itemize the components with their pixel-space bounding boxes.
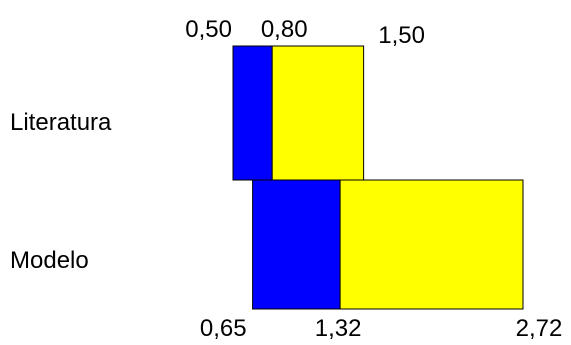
bar-segment-literatura-2	[272, 46, 363, 180]
category-label-literatura: Literatura	[10, 109, 112, 136]
bar-segment-literatura-1	[233, 46, 272, 180]
value-label-modelo-3: 2,72	[516, 315, 563, 342]
value-label-literatura-2: 0,80	[261, 16, 308, 43]
value-label-literatura-1: 0,50	[185, 16, 232, 43]
value-label-modelo-2: 1,32	[315, 315, 362, 342]
value-label-modelo-1: 0,65	[200, 315, 247, 342]
value-label-literatura-3: 1,50	[378, 22, 425, 49]
category-label-modelo: Modelo	[10, 247, 89, 274]
bar-segment-modelo-1	[253, 180, 341, 309]
bars-group	[233, 46, 523, 309]
bar-segment-modelo-2	[340, 180, 523, 309]
